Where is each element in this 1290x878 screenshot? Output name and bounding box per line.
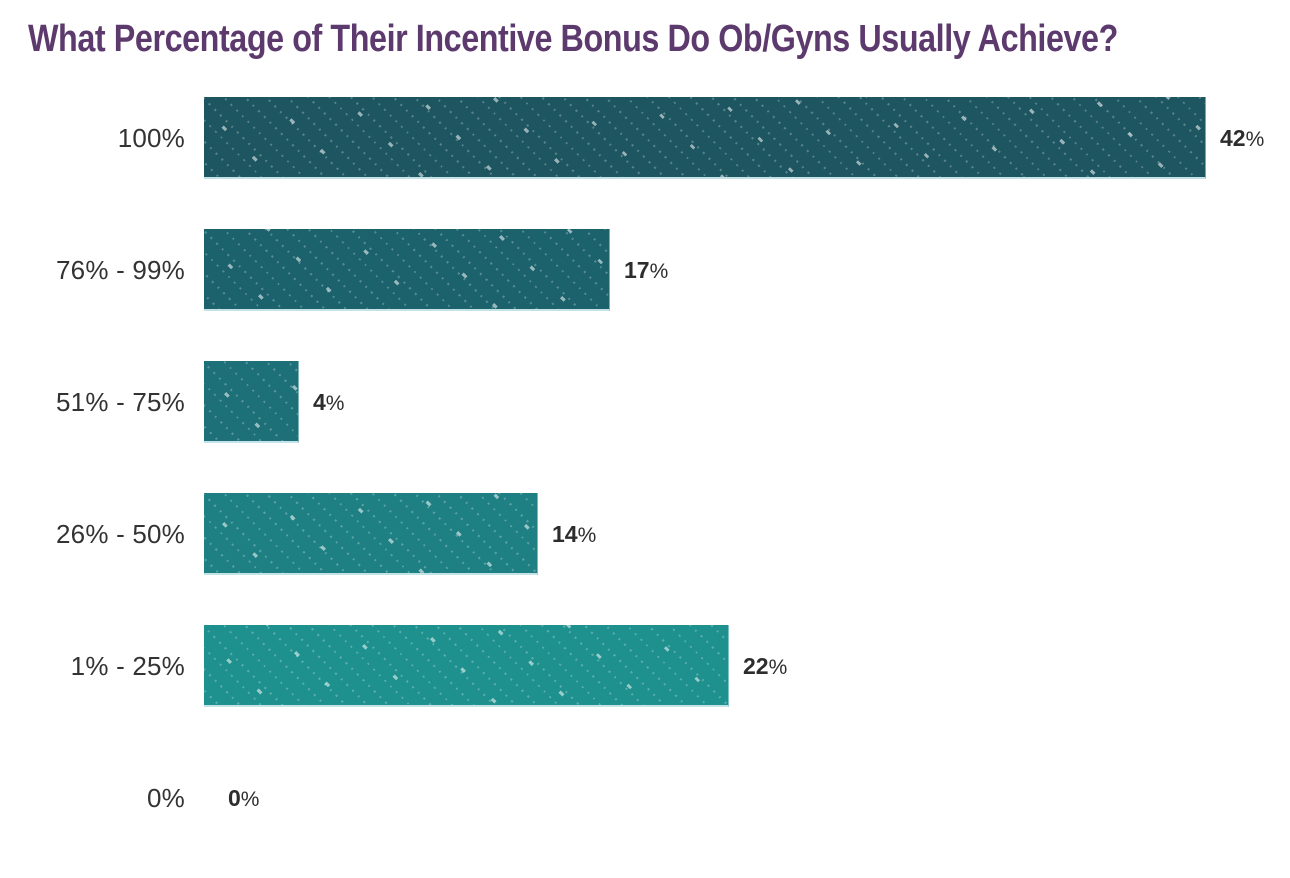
- value-label: 0%: [228, 785, 259, 812]
- percent-sign: %: [577, 523, 597, 547]
- chart-row: 76% - 99% 17%: [0, 229, 1290, 311]
- percent-sign: %: [768, 655, 788, 679]
- bar-track: 4%: [204, 361, 1290, 443]
- percent-sign: %: [325, 391, 345, 415]
- bar: [204, 493, 538, 575]
- chart-row: 100% 42%: [0, 97, 1290, 179]
- value-number: 14: [552, 520, 578, 547]
- percent-sign: %: [240, 787, 260, 811]
- chart-row: 1% - 25% 22%: [0, 625, 1290, 707]
- bar-track: 17%: [204, 229, 1290, 311]
- category-label: 1% - 25%: [70, 650, 185, 681]
- bar: [204, 97, 1206, 179]
- bar: [204, 625, 729, 707]
- bar-track: 42%: [204, 97, 1290, 179]
- category-label: 76% - 99%: [56, 254, 185, 285]
- bar-track: 22%: [204, 625, 1290, 707]
- chart-row: 0% 0%: [0, 757, 1290, 839]
- value-number: 0: [228, 784, 241, 811]
- value-number: 42: [1220, 124, 1246, 151]
- bar-track: 14%: [204, 493, 1290, 575]
- chart-title: What Percentage of Their Incentive Bonus…: [28, 18, 1118, 60]
- value-number: 4: [313, 388, 326, 415]
- category-label: 0%: [147, 782, 185, 813]
- category-label: 51% - 75%: [56, 386, 185, 417]
- value-number: 17: [624, 256, 650, 283]
- percent-sign: %: [649, 259, 669, 283]
- bar-chart: 100% 42% 76% - 99% 17% 51% - 75% 4% 26% …: [0, 97, 1290, 839]
- category-label: 26% - 50%: [56, 518, 185, 549]
- chart-row: 26% - 50% 14%: [0, 493, 1290, 575]
- value-label: 17%: [624, 257, 668, 284]
- bar-track: 0%: [204, 757, 1290, 839]
- value-label: 22%: [743, 653, 787, 680]
- category-label: 100%: [117, 122, 185, 153]
- bar: [204, 361, 299, 443]
- bar: [204, 229, 610, 311]
- chart-row: 51% - 75% 4%: [0, 361, 1290, 443]
- value-label: 14%: [552, 521, 596, 548]
- value-label: 4%: [313, 389, 344, 416]
- value-number: 22: [743, 652, 769, 679]
- value-label: 42%: [1220, 125, 1264, 152]
- percent-sign: %: [1245, 127, 1265, 151]
